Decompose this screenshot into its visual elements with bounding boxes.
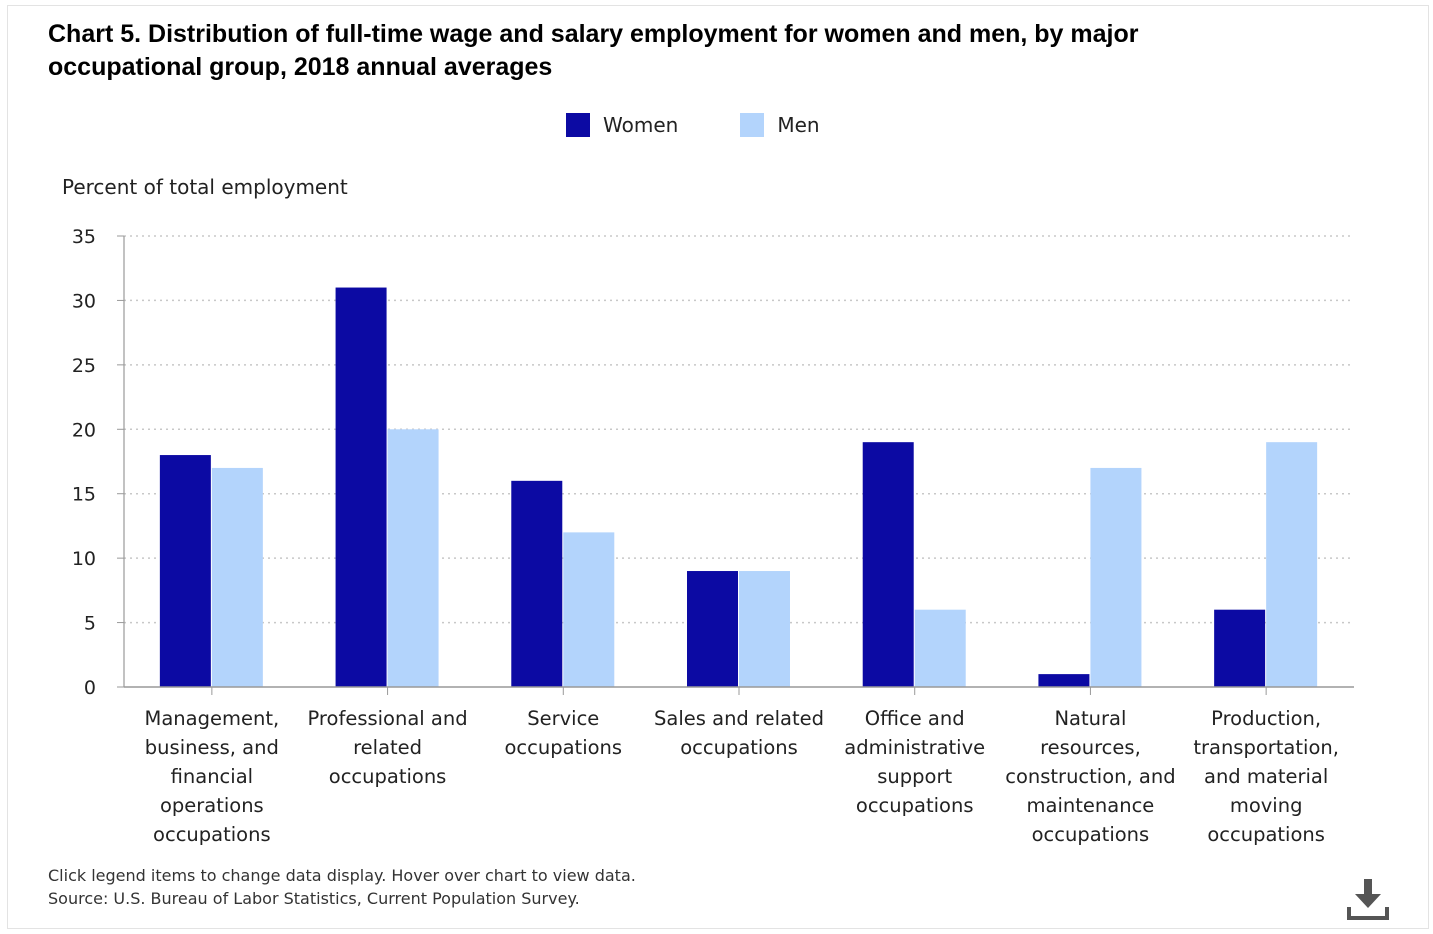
bar-women-5[interactable] — [1038, 674, 1090, 687]
download-icon[interactable] — [1345, 877, 1391, 923]
bar-men-4[interactable] — [914, 609, 966, 687]
y-tick-label-15: 15 — [72, 484, 96, 506]
y-tick-label-0: 0 — [84, 677, 96, 699]
legend: Women Men — [566, 113, 820, 137]
bar-women-4[interactable] — [862, 442, 914, 687]
y-axis-title: Percent of total employment — [62, 175, 348, 199]
category-label-3: Sales and related occupations — [654, 707, 824, 759]
legend-label-men: Men — [777, 113, 820, 137]
bar-men-6[interactable] — [1266, 442, 1318, 687]
category-label-1: Professional and related occupations — [307, 707, 468, 788]
category-label-2: Service occupations — [504, 707, 623, 759]
bar-men-5[interactable] — [1090, 467, 1142, 687]
legend-swatch-men — [740, 113, 765, 137]
bar-men-0[interactable] — [211, 467, 263, 687]
chart-frame — [7, 5, 1429, 929]
bar-women-0[interactable] — [159, 455, 211, 687]
legend-label-women: Women — [603, 113, 679, 137]
category-label-5: Natural resources, construction, and mai… — [1005, 707, 1176, 846]
bar-women-6[interactable] — [1214, 609, 1266, 687]
y-tick-label-25: 25 — [72, 355, 96, 377]
category-label-0: Management, business, and financial oper… — [144, 707, 280, 846]
legend-item-women[interactable]: Women — [566, 113, 678, 137]
chart-hint: Click legend items to change data displa… — [48, 866, 636, 885]
bar-women-2[interactable] — [511, 480, 563, 687]
bar-men-3[interactable] — [739, 571, 790, 687]
bar-men-1[interactable] — [387, 429, 439, 687]
y-tick-label-35: 35 — [72, 226, 96, 248]
y-tick-label-20: 20 — [72, 419, 96, 441]
chart-title: Chart 5. Distribution of full-time wage … — [48, 20, 1139, 81]
legend-swatch-women — [566, 113, 590, 137]
y-tick-label-10: 10 — [72, 548, 96, 570]
bar-women-3[interactable] — [687, 571, 738, 687]
y-tick-label-30: 30 — [72, 290, 96, 312]
bar-women-1[interactable] — [335, 287, 387, 687]
category-label-6: Production, transportation, and material… — [1193, 707, 1339, 846]
chart-source: Source: U.S. Bureau of Labor Statistics,… — [48, 889, 580, 908]
category-label-4: Office and administrative support occupa… — [844, 707, 986, 817]
y-tick-label-5: 5 — [84, 613, 96, 635]
bar-men-2[interactable] — [563, 532, 615, 687]
legend-item-men[interactable]: Men — [740, 113, 820, 137]
